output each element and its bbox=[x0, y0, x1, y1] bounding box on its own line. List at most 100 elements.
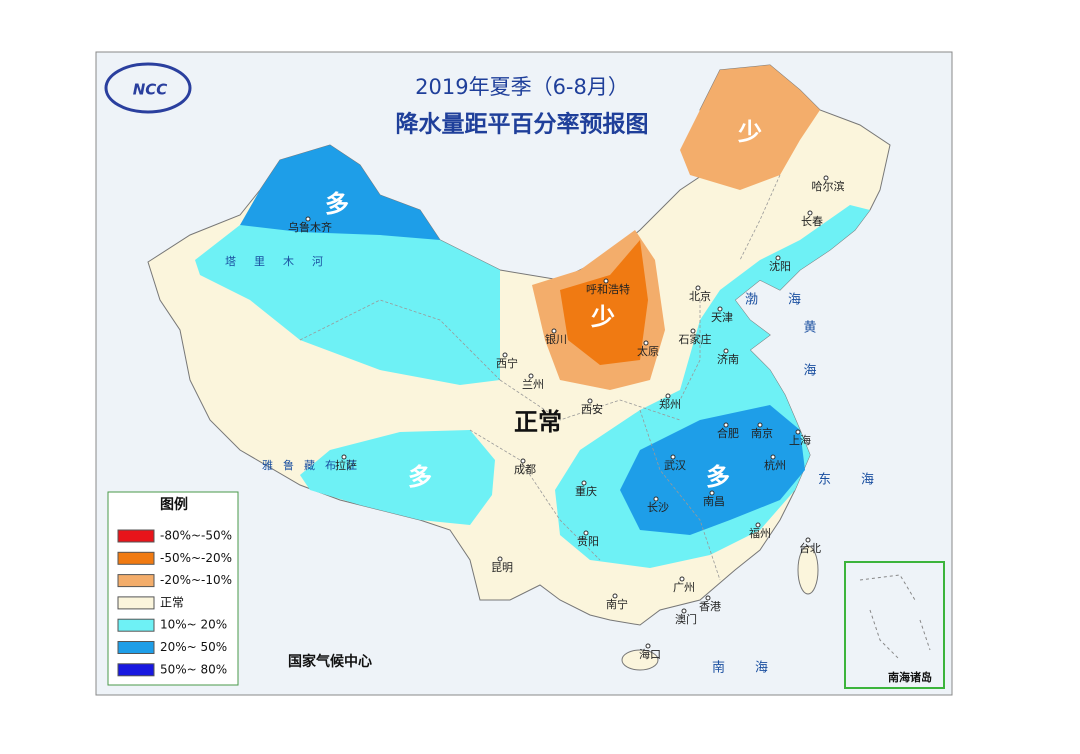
zone-north-dark bbox=[560, 240, 648, 365]
city-label: 郑州 bbox=[659, 397, 681, 411]
city-dot bbox=[528, 373, 534, 379]
city-dot bbox=[581, 480, 587, 486]
city-dot bbox=[551, 328, 557, 334]
logo: NCC bbox=[104, 62, 192, 114]
sea-label: 南海 bbox=[712, 660, 798, 676]
region-label: 多 bbox=[325, 190, 349, 218]
city-dot bbox=[695, 285, 701, 291]
city-dot bbox=[775, 255, 781, 261]
city-dot bbox=[341, 454, 347, 460]
legend-title: 图例 bbox=[160, 496, 188, 513]
legend-swatch bbox=[117, 618, 155, 632]
river-label: 塔里木河 bbox=[225, 255, 341, 268]
inset-label: 南海诸岛 bbox=[888, 670, 932, 684]
logo-ring bbox=[104, 62, 192, 114]
city-label: 天津 bbox=[711, 311, 733, 324]
city-label: 重庆 bbox=[575, 484, 597, 498]
city-dot bbox=[705, 595, 711, 601]
city-label: 南宁 bbox=[606, 597, 628, 611]
city-dot bbox=[690, 328, 696, 334]
city-dot bbox=[497, 556, 503, 562]
city-label: 合肥 bbox=[717, 426, 739, 440]
city-label: 银川 bbox=[545, 332, 567, 346]
city-label: 太原 bbox=[637, 345, 659, 358]
city-dot bbox=[717, 306, 723, 312]
source: 国家气候中心 bbox=[288, 653, 372, 670]
legend-box bbox=[107, 491, 239, 686]
city-dot bbox=[645, 643, 651, 649]
sea-label: 东海 bbox=[818, 473, 904, 488]
city-dot bbox=[520, 458, 526, 464]
city-label: 北京 bbox=[689, 289, 711, 303]
city-label: 济南 bbox=[717, 352, 739, 366]
subtitle: 降水量距平百分率预报图 bbox=[396, 111, 649, 138]
legend-swatch bbox=[117, 596, 155, 610]
inset-lines bbox=[859, 574, 931, 661]
region-label: 少 bbox=[737, 118, 762, 146]
city-label: 哈尔滨 bbox=[812, 179, 845, 193]
city-label: 海口 bbox=[639, 647, 661, 661]
legend-swatch bbox=[117, 574, 155, 588]
city-label: 兰州 bbox=[522, 378, 544, 391]
sea-label: 黄海 bbox=[801, 320, 817, 406]
zone-yangtze bbox=[620, 405, 805, 535]
city-dot bbox=[723, 348, 729, 354]
city-dot bbox=[653, 496, 659, 502]
city-label: 成都 bbox=[514, 463, 536, 476]
city-dot bbox=[681, 608, 687, 614]
city-dot bbox=[823, 175, 829, 181]
city-label: 昆明 bbox=[491, 561, 513, 574]
city-label: 拉萨 bbox=[335, 458, 357, 472]
city-dot bbox=[603, 278, 609, 284]
city-label: 上海 bbox=[789, 433, 811, 447]
legend-label: -20%~-10% bbox=[160, 573, 232, 587]
sea-label: 渤海 bbox=[745, 292, 831, 308]
city-label: 香港 bbox=[699, 600, 721, 613]
city-dot bbox=[612, 593, 618, 599]
city-dot bbox=[643, 340, 649, 346]
city-label: 西宁 bbox=[496, 356, 518, 370]
legend-label: -80%~-50% bbox=[160, 529, 232, 543]
logo-text: NCC bbox=[133, 81, 168, 99]
city-dot bbox=[502, 352, 508, 358]
province-lines bbox=[299, 174, 781, 581]
city-dot bbox=[807, 210, 813, 216]
zone-northwest bbox=[195, 215, 500, 385]
city-dot bbox=[670, 454, 676, 460]
region-label: 正常 bbox=[514, 408, 562, 436]
city-label: 西安 bbox=[581, 402, 603, 416]
city-dot bbox=[795, 429, 801, 435]
city-label: 南昌 bbox=[703, 495, 725, 508]
legend-swatch bbox=[117, 529, 155, 543]
legend-label: 50%~ 80% bbox=[160, 662, 227, 676]
city-label: 乌鲁木齐 bbox=[288, 220, 332, 234]
city-label: 贵阳 bbox=[577, 535, 599, 548]
region-label: 多 bbox=[706, 463, 730, 491]
region-label: 少 bbox=[590, 303, 615, 331]
city-dot bbox=[805, 537, 811, 543]
city-dot bbox=[587, 398, 593, 404]
city-label: 石家庄 bbox=[679, 332, 712, 346]
city-dot bbox=[679, 576, 685, 582]
legend-swatch bbox=[117, 551, 155, 565]
city-label: 杭州 bbox=[764, 458, 786, 472]
city-dot bbox=[709, 490, 715, 496]
taiwan bbox=[797, 545, 819, 595]
inset-box bbox=[844, 561, 945, 689]
region-label: 多 bbox=[408, 463, 432, 491]
city-dot bbox=[723, 422, 729, 428]
river-label: 雅鲁藏布江 bbox=[262, 458, 367, 472]
city-label: 福州 bbox=[749, 526, 771, 540]
city-label: 台北 bbox=[799, 541, 821, 555]
legend-label: -50%~-20% bbox=[160, 551, 232, 565]
legend-label: 10%~ 20% bbox=[160, 618, 227, 632]
city-label: 长春 bbox=[801, 215, 823, 228]
hainan bbox=[621, 649, 659, 671]
city-label: 长沙 bbox=[647, 501, 669, 514]
city-dot bbox=[755, 522, 761, 528]
legend-swatch bbox=[117, 641, 155, 654]
city-label: 澳门 bbox=[675, 612, 697, 626]
city-label: 广州 bbox=[673, 581, 695, 594]
